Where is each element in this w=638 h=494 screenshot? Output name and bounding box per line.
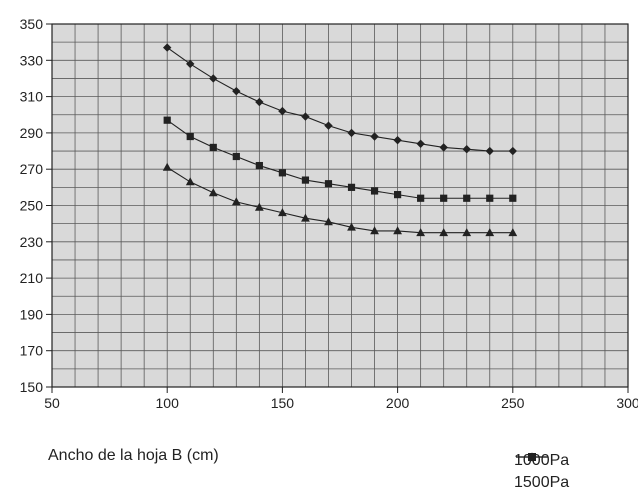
diamond-point [439, 143, 448, 152]
triangle-point [278, 208, 287, 217]
diamond-point [255, 97, 264, 107]
triangle-point [254, 202, 264, 211]
diamond-point [370, 132, 379, 141]
y-tick-label: 330 [20, 52, 44, 68]
square-point [209, 143, 217, 152]
square-point [347, 183, 356, 191]
square-point [301, 176, 310, 184]
y-tick-label: 350 [20, 16, 44, 32]
series-line [166, 47, 513, 152]
series-group [162, 43, 518, 237]
x-tick-label: 150 [271, 395, 295, 411]
diamond-point [278, 106, 287, 116]
triangle-point [462, 228, 472, 237]
diamond-point [347, 128, 356, 138]
y-tick-label: 250 [20, 198, 44, 214]
series-square [163, 116, 517, 202]
diamond-point [462, 145, 471, 154]
square-point [324, 180, 333, 188]
square-point [370, 187, 379, 195]
triangle-point [185, 177, 195, 186]
triangle-point [324, 217, 333, 226]
y-tick-label: 210 [20, 270, 44, 286]
square-point [394, 191, 402, 199]
diamond-point [186, 59, 195, 69]
square-point [509, 194, 517, 202]
triangle-point [416, 228, 426, 237]
axes [46, 23, 629, 393]
legend: 1000Pa 1500Pa [514, 450, 569, 494]
square-point [186, 132, 194, 141]
diamond-point [508, 146, 517, 156]
x-tick-label: 200 [386, 395, 410, 411]
square-point [232, 152, 240, 161]
series-line [166, 119, 513, 199]
grid-lines [51, 23, 629, 388]
y-tick-label: 150 [20, 379, 44, 395]
triangle-point [231, 197, 241, 206]
triangle-point [301, 213, 310, 222]
triangle-point [393, 226, 402, 235]
square-point [486, 194, 494, 202]
series-triangle [162, 162, 518, 237]
y-tick-label: 270 [20, 161, 44, 177]
triangle-point [162, 162, 172, 171]
triangle-point [208, 188, 218, 197]
triangle-point [508, 228, 518, 237]
square-point [463, 194, 471, 202]
series-diamond [163, 43, 517, 156]
diamond-point [393, 135, 402, 145]
square-point [255, 161, 263, 170]
legend-label-1500pa: 1500Pa [514, 474, 570, 491]
diamond-point [209, 74, 218, 83]
triangle-point [485, 228, 495, 237]
triangle-point [370, 226, 379, 235]
x-tick-label: 50 [44, 395, 60, 411]
square-marker-icon [516, 453, 548, 461]
series-line [166, 166, 513, 234]
triangle-point [439, 228, 449, 237]
tick-labels: 50 100 150 200 250 300 150 170 190 210 230 250 270 29… [20, 16, 638, 411]
y-tick-label: 170 [20, 343, 44, 359]
legend-label-1000pa: 1000Pa [514, 452, 570, 469]
y-tick-label: 230 [20, 234, 44, 250]
square-point [163, 116, 171, 124]
diamond-point [232, 86, 241, 96]
triangle-point [347, 222, 356, 231]
diamond-point [485, 146, 494, 156]
legend-entry-1500pa: 1500Pa [514, 453, 570, 494]
square-point [440, 194, 448, 202]
x-axis-label: Ancho de la hoja B (cm) [48, 447, 219, 464]
y-tick-label: 290 [20, 125, 44, 141]
diamond-point [324, 121, 333, 130]
diamond-point [163, 43, 172, 52]
y-tick-label: 310 [20, 89, 44, 105]
diamond-point [301, 112, 310, 121]
square-point [417, 194, 425, 202]
x-tick-label: 100 [156, 395, 180, 411]
y-tick-label: 190 [20, 306, 44, 322]
square-point [278, 169, 286, 177]
x-tick-label: 250 [501, 395, 525, 411]
x-tick-label: 300 [616, 395, 638, 411]
diamond-point [416, 139, 425, 148]
